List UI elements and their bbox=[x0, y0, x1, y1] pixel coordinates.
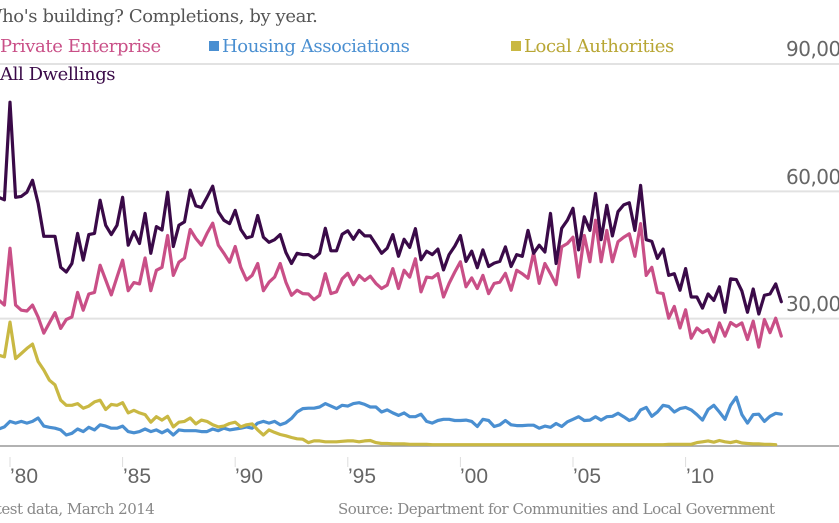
legend-label: Private Enterprise bbox=[0, 36, 161, 57]
legend-all-dwellings[interactable]: All Dwellings bbox=[0, 64, 116, 85]
legend-swatch-housing-associations bbox=[209, 41, 219, 51]
footer-source: Source: Department for Communities and L… bbox=[338, 500, 775, 518]
legend-private-enterprise[interactable]: Private Enterprise bbox=[0, 36, 161, 57]
x-tick-label-1990: ’90 bbox=[235, 465, 264, 488]
x-tick-label-1980: ’80 bbox=[10, 465, 39, 488]
series-lines bbox=[0, 100, 783, 447]
legend-label: All Dwellings bbox=[0, 64, 116, 85]
legend-label: Housing Associations bbox=[222, 36, 410, 57]
footer-note: Latest data, March 2014 bbox=[0, 500, 155, 518]
series-line-housing-associations bbox=[0, 395, 783, 437]
x-tick-label-1985: ’85 bbox=[123, 465, 152, 488]
x-tick-label-1995: ’95 bbox=[348, 465, 377, 488]
x-tick-label-2010: ’10 bbox=[686, 465, 715, 488]
y-tick-label-90000: 90,000 bbox=[786, 37, 839, 61]
x-tick-label-2000: ’00 bbox=[460, 465, 489, 488]
x-axis-ticks bbox=[9, 457, 687, 467]
series-line-all-dwellings bbox=[0, 100, 783, 316]
y-tick-label-30000: 30,000 bbox=[786, 292, 839, 316]
x-tick-label-2005: ’05 bbox=[573, 465, 602, 488]
series-line-local-authorities bbox=[0, 320, 778, 447]
gridlines bbox=[0, 63, 839, 447]
series-line-private-enterprise bbox=[0, 218, 783, 349]
legend-swatch-local-authorities bbox=[511, 41, 521, 51]
legend-local-authorities[interactable]: Local Authorities bbox=[511, 36, 674, 57]
legend-housing-associations[interactable]: Housing Associations bbox=[209, 36, 410, 57]
legend-label: Local Authorities bbox=[524, 36, 674, 57]
y-tick-label-60000: 60,000 bbox=[786, 165, 839, 189]
chart-title: Who's building? Completions, by year. bbox=[0, 6, 318, 27]
